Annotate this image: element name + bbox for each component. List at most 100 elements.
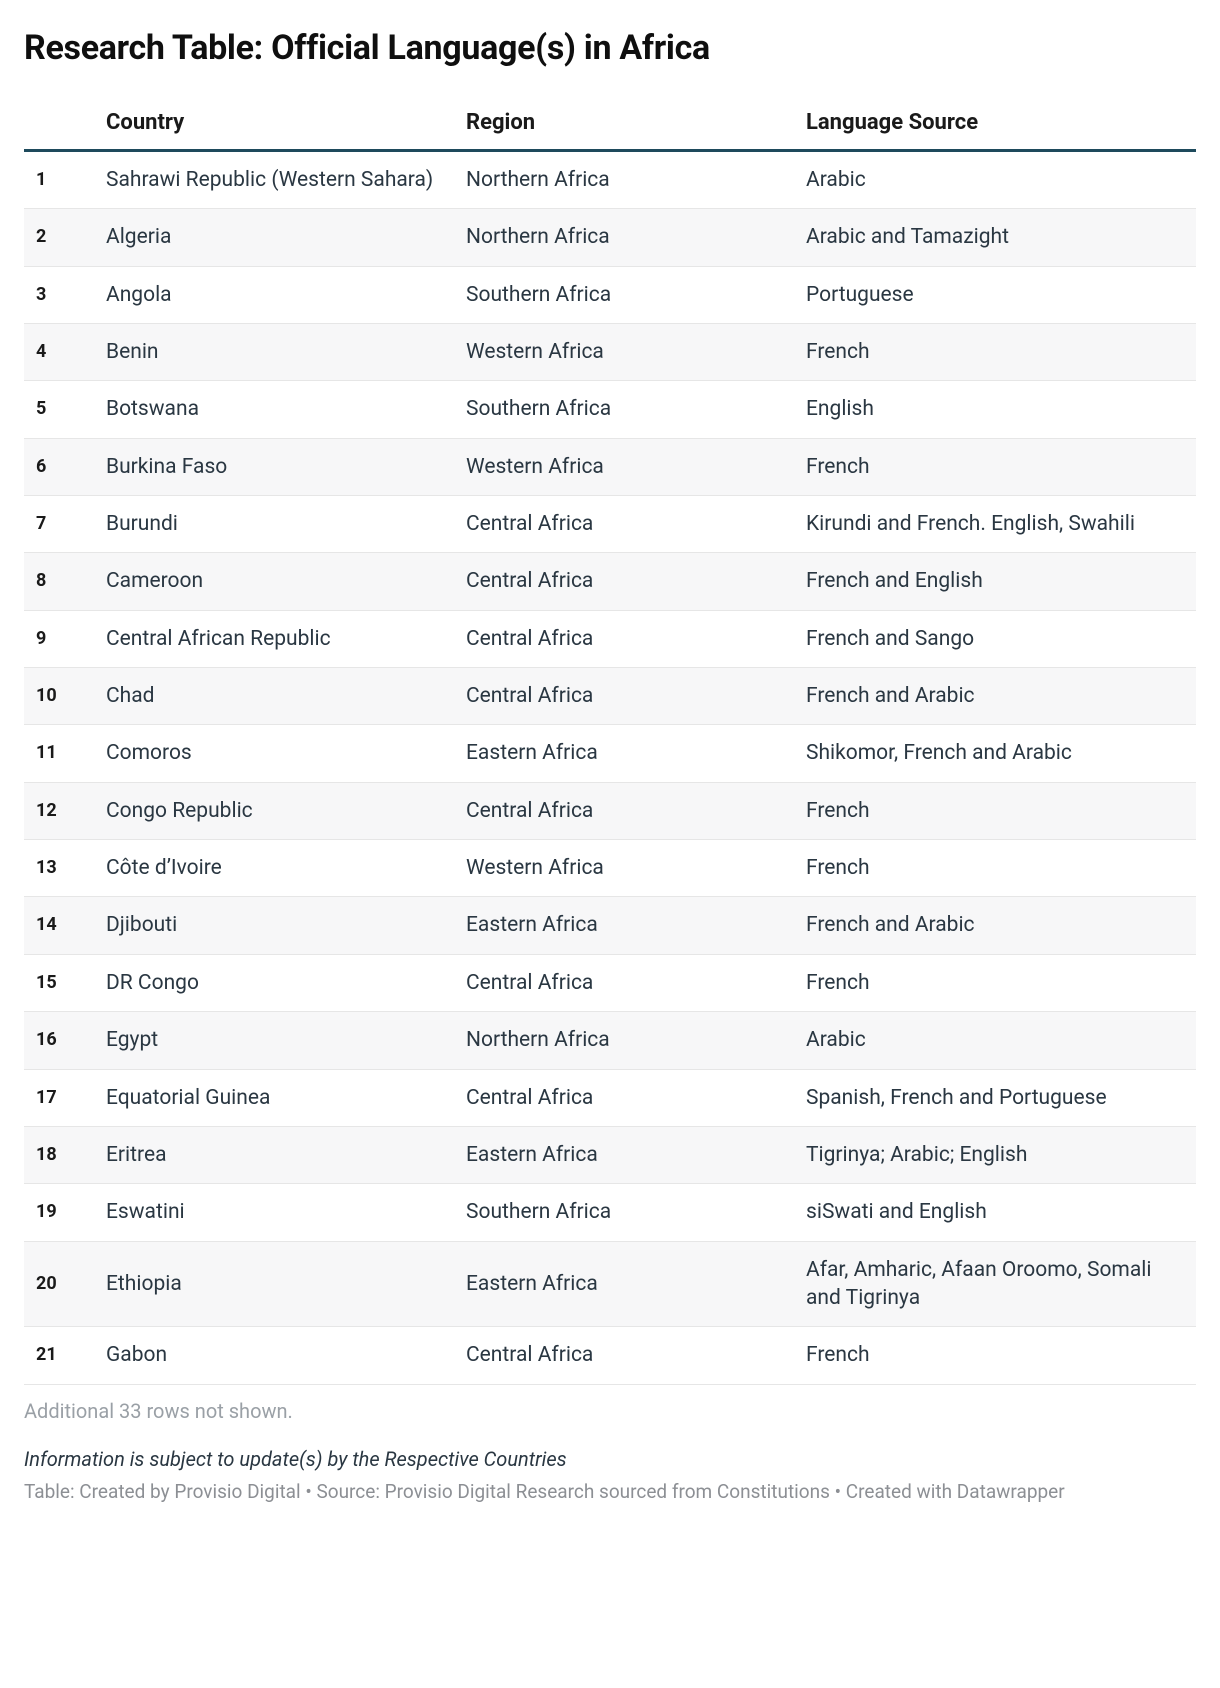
cell-region: Western Africa — [454, 438, 794, 495]
cell-country: Congo Republic — [94, 782, 454, 839]
table-row: 13Côte d’IvoireWestern AfricaFrench — [24, 840, 1196, 897]
page-title: Research Table: Official Language(s) in … — [24, 28, 1196, 68]
table-row: 17Equatorial GuineaCentral AfricaSpanish… — [24, 1069, 1196, 1126]
cell-country: Central African Republic — [94, 610, 454, 667]
cell-region: Central Africa — [454, 1327, 794, 1384]
cell-index: 10 — [24, 668, 94, 725]
cell-index: 21 — [24, 1327, 94, 1384]
cell-country: DR Congo — [94, 954, 454, 1011]
cell-country: Sahrawi Republic (Western Sahara) — [94, 151, 454, 209]
cell-country: Cameroon — [94, 553, 454, 610]
table-row: 16EgyptNorthern AfricaArabic — [24, 1012, 1196, 1069]
cell-country: Comoros — [94, 725, 454, 782]
col-header-index[interactable] — [24, 96, 94, 151]
languages-table: Country Region Language Source 1Sahrawi … — [24, 96, 1196, 1385]
table-row: 20EthiopiaEastern AfricaAfar, Amharic, A… — [24, 1241, 1196, 1327]
cell-region: Western Africa — [454, 324, 794, 381]
cell-index: 2 — [24, 209, 94, 266]
cell-index: 8 — [24, 553, 94, 610]
cell-index: 17 — [24, 1069, 94, 1126]
cell-index: 19 — [24, 1184, 94, 1241]
disclaimer: Information is subject to update(s) by t… — [24, 1447, 1196, 1471]
table-row: 18EritreaEastern AfricaTigrinya; Arabic;… — [24, 1126, 1196, 1183]
cell-region: Eastern Africa — [454, 1241, 794, 1327]
table-row: 6Burkina FasoWestern AfricaFrench — [24, 438, 1196, 495]
cell-country: Egypt — [94, 1012, 454, 1069]
cell-language: Arabic and Tamazight — [794, 209, 1196, 266]
cell-language: Kirundi and French. English, Swahili — [794, 496, 1196, 553]
cell-region: Eastern Africa — [454, 897, 794, 954]
table-row: 19EswatiniSouthern AfricasiSwati and Eng… — [24, 1184, 1196, 1241]
cell-country: Ethiopia — [94, 1241, 454, 1327]
credits: Table: Created by Provisio Digital • Sou… — [24, 1479, 1196, 1506]
cell-index: 7 — [24, 496, 94, 553]
table-row: 14DjiboutiEastern AfricaFrench and Arabi… — [24, 897, 1196, 954]
cell-index: 5 — [24, 381, 94, 438]
table-header-row: Country Region Language Source — [24, 96, 1196, 151]
cell-country: Gabon — [94, 1327, 454, 1384]
cell-language: French — [794, 840, 1196, 897]
cell-country: Chad — [94, 668, 454, 725]
table-row: 1Sahrawi Republic (Western Sahara)Northe… — [24, 151, 1196, 209]
cell-region: Central Africa — [454, 496, 794, 553]
col-header-language[interactable]: Language Source — [794, 96, 1196, 151]
cell-region: Northern Africa — [454, 209, 794, 266]
cell-index: 9 — [24, 610, 94, 667]
cell-region: Northern Africa — [454, 151, 794, 209]
cell-country: Angola — [94, 266, 454, 323]
cell-country: Eswatini — [94, 1184, 454, 1241]
table-row: 2AlgeriaNorthern AfricaArabic and Tamazi… — [24, 209, 1196, 266]
cell-region: Central Africa — [454, 1069, 794, 1126]
table-row: 8CameroonCentral AfricaFrench and Englis… — [24, 553, 1196, 610]
cell-language: Arabic — [794, 1012, 1196, 1069]
cell-country: Eritrea — [94, 1126, 454, 1183]
table-row: 10ChadCentral AfricaFrench and Arabic — [24, 668, 1196, 725]
col-header-country[interactable]: Country — [94, 96, 454, 151]
cell-region: Central Africa — [454, 782, 794, 839]
table-row: 7BurundiCentral AfricaKirundi and French… — [24, 496, 1196, 553]
cell-language: French — [794, 782, 1196, 839]
cell-region: Central Africa — [454, 610, 794, 667]
cell-index: 14 — [24, 897, 94, 954]
cell-language: Portuguese — [794, 266, 1196, 323]
cell-region: Central Africa — [454, 553, 794, 610]
cell-country: Botswana — [94, 381, 454, 438]
cell-language: French — [794, 1327, 1196, 1384]
table-row: 9Central African RepublicCentral AfricaF… — [24, 610, 1196, 667]
cell-country: Benin — [94, 324, 454, 381]
cell-region: Central Africa — [454, 954, 794, 1011]
cell-language: French and Arabic — [794, 897, 1196, 954]
table-row: 21GabonCentral AfricaFrench — [24, 1327, 1196, 1384]
cell-index: 20 — [24, 1241, 94, 1327]
cell-index: 1 — [24, 151, 94, 209]
cell-language: Shikomor, French and Arabic — [794, 725, 1196, 782]
cell-language: English — [794, 381, 1196, 438]
cell-index: 16 — [24, 1012, 94, 1069]
cell-country: Côte d’Ivoire — [94, 840, 454, 897]
cell-index: 15 — [24, 954, 94, 1011]
cell-language: French — [794, 324, 1196, 381]
cell-index: 13 — [24, 840, 94, 897]
col-header-region[interactable]: Region — [454, 96, 794, 151]
cell-region: Northern Africa — [454, 1012, 794, 1069]
table-body: 1Sahrawi Republic (Western Sahara)Northe… — [24, 151, 1196, 1385]
cell-index: 18 — [24, 1126, 94, 1183]
cell-region: Central Africa — [454, 668, 794, 725]
table-row: 3AngolaSouthern AfricaPortuguese — [24, 266, 1196, 323]
table-row: 11ComorosEastern AfricaShikomor, French … — [24, 725, 1196, 782]
cell-index: 6 — [24, 438, 94, 495]
cell-country: Djibouti — [94, 897, 454, 954]
cell-language: siSwati and English — [794, 1184, 1196, 1241]
cell-index: 11 — [24, 725, 94, 782]
cell-region: Southern Africa — [454, 1184, 794, 1241]
cell-region: Southern Africa — [454, 266, 794, 323]
cell-region: Eastern Africa — [454, 725, 794, 782]
cell-language: French and Arabic — [794, 668, 1196, 725]
table-row: 12Congo RepublicCentral AfricaFrench — [24, 782, 1196, 839]
table-row: 15DR CongoCentral AfricaFrench — [24, 954, 1196, 1011]
cell-region: Eastern Africa — [454, 1126, 794, 1183]
table-row: 5BotswanaSouthern AfricaEnglish — [24, 381, 1196, 438]
cell-index: 12 — [24, 782, 94, 839]
cell-country: Algeria — [94, 209, 454, 266]
cell-language: French and English — [794, 553, 1196, 610]
